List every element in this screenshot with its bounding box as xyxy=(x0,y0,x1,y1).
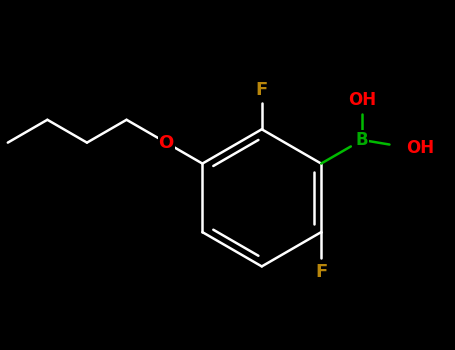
Text: O: O xyxy=(158,134,174,152)
Text: B: B xyxy=(356,131,369,149)
Text: OH: OH xyxy=(348,91,376,109)
Text: OH: OH xyxy=(406,139,435,156)
Text: F: F xyxy=(315,263,327,281)
Text: F: F xyxy=(256,81,268,99)
